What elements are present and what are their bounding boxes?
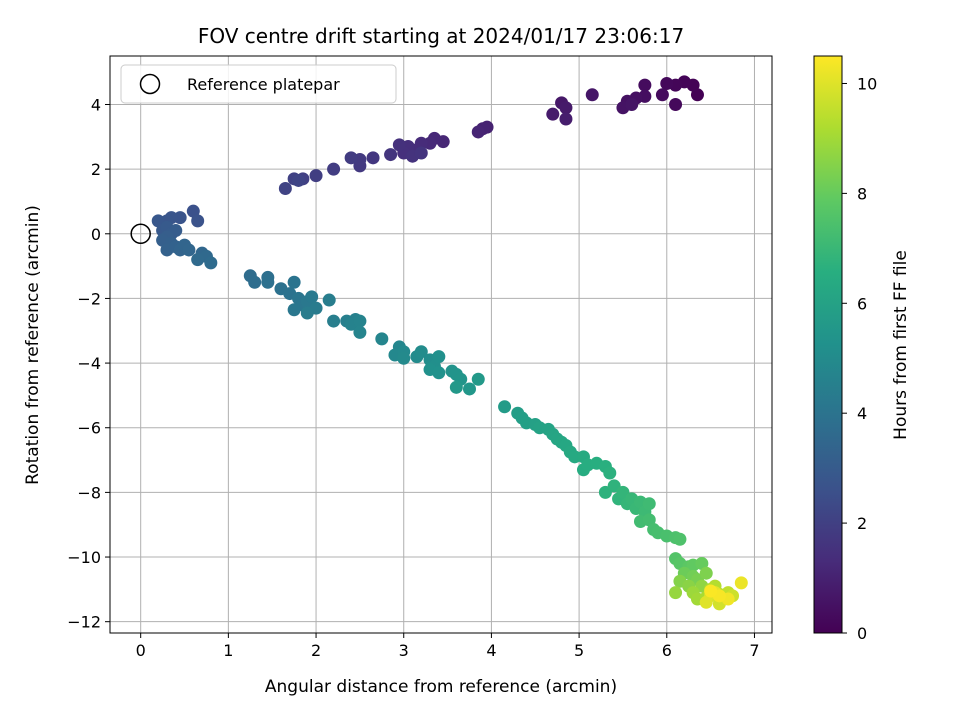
x-tick-label: 4 [486, 641, 496, 660]
data-point [414, 146, 428, 160]
data-point [278, 182, 292, 196]
colorbar-ticks: 0 2 4 6 8 10 [842, 74, 877, 643]
legend-box [120, 64, 397, 104]
colorbar-gradient [814, 56, 842, 633]
x-tick-label: 0 [136, 641, 146, 660]
data-point [449, 380, 463, 394]
data-point [384, 148, 398, 162]
data-point [669, 586, 683, 600]
x-tick-label: 7 [749, 641, 759, 660]
data-point [704, 584, 718, 598]
data-point [182, 243, 196, 257]
data-point [327, 162, 341, 176]
reference-platepar-marker [130, 223, 151, 245]
data-point [559, 101, 573, 115]
chart-title: FOV centre drift starting at 2024/01/17 … [198, 24, 684, 48]
x-axis-ticks: 0 1 2 3 4 5 6 7 [136, 633, 760, 660]
y-tick-label: −10 [67, 548, 101, 567]
colorbar-frame [813, 55, 843, 634]
data-point [248, 275, 262, 289]
data-point [546, 107, 560, 121]
data-point [300, 306, 314, 320]
data-point [186, 204, 200, 218]
legend: Reference platepar [120, 64, 397, 104]
grid-lines [110, 56, 772, 633]
data-point [309, 169, 323, 183]
data-point [322, 293, 336, 307]
data-point [559, 112, 573, 126]
data-point [642, 497, 656, 511]
colorbar-tick-label: 6 [857, 294, 867, 313]
data-point [344, 151, 358, 165]
data-point [261, 275, 275, 289]
data-point [204, 256, 218, 270]
data-point [642, 513, 656, 527]
data-point [353, 314, 367, 328]
colorbar-tick-label: 10 [857, 74, 877, 93]
data-point [699, 595, 713, 609]
data-point [366, 151, 380, 165]
data-point [498, 400, 512, 414]
plot-frame [109, 55, 773, 634]
y-tick-label: −12 [67, 613, 101, 632]
data-point [414, 345, 428, 359]
data-point [669, 97, 683, 111]
x-tick-label: 1 [223, 641, 233, 660]
y-axis-ticks: 4 2 0 −2 −4 −6 −8 −10 −12 [67, 95, 110, 632]
x-tick-label: 6 [662, 641, 672, 660]
data-point [432, 366, 446, 380]
data-point [660, 76, 674, 90]
y-axis-label: Rotation from reference (arcmin) [23, 205, 43, 485]
data-point [287, 275, 301, 289]
data-point [191, 253, 205, 267]
y-tick-label: 2 [91, 160, 101, 179]
data-point [375, 332, 389, 346]
colorbar-tick-label: 4 [857, 404, 867, 423]
data-point [655, 88, 669, 102]
data-point [327, 314, 341, 328]
data-point [462, 382, 476, 396]
y-tick-label: 0 [91, 225, 101, 244]
legend-marker-icon [139, 73, 161, 95]
data-point [699, 566, 713, 580]
data-point [471, 125, 485, 139]
colorbar-tick-label: 8 [857, 184, 867, 203]
colorbar-label: Hours from first FF file [891, 250, 911, 440]
colorbar-tick-label: 0 [857, 624, 867, 643]
data-point [432, 350, 446, 364]
data-point [397, 351, 411, 365]
data-point [287, 303, 301, 317]
y-tick-label: −6 [77, 419, 101, 438]
y-tick-label: −2 [77, 289, 101, 308]
data-point [695, 557, 709, 571]
data-point [734, 576, 748, 590]
y-tick-label: −4 [77, 354, 101, 373]
colorbar-tick-label: 2 [857, 514, 867, 533]
data-point [305, 290, 319, 304]
x-axis-label: Angular distance from reference (arcmin) [265, 677, 617, 697]
y-tick-label: −8 [77, 483, 101, 502]
colorbar: 0 2 4 6 8 10 Hours from first FF file [813, 55, 911, 643]
x-tick-label: 3 [399, 641, 409, 660]
data-point [638, 78, 652, 92]
data-point [191, 214, 205, 228]
data-point [673, 532, 687, 546]
data-points [151, 75, 748, 611]
y-tick-label: 4 [91, 95, 101, 114]
data-point [392, 138, 406, 152]
x-tick-label: 5 [574, 641, 584, 660]
legend-label: Reference platepar [187, 75, 340, 94]
data-point [603, 466, 617, 480]
x-tick-label: 2 [311, 641, 321, 660]
data-point [585, 88, 599, 102]
data-point [292, 173, 306, 187]
data-point [625, 97, 639, 111]
data-point [471, 372, 485, 386]
data-point [690, 88, 704, 102]
data-point [353, 325, 367, 339]
